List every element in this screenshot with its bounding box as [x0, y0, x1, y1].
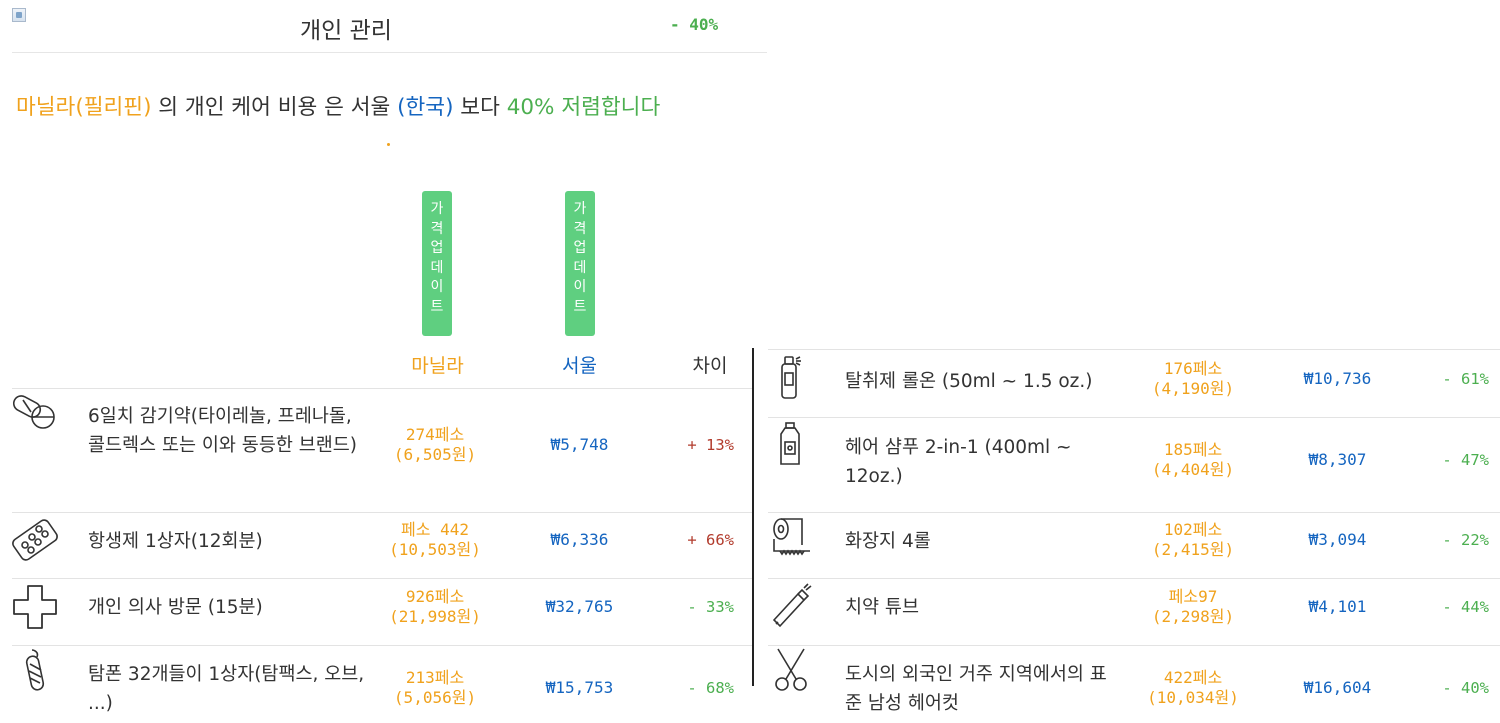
summary-text-1: 의 개인 케어 비용 은 서울	[151, 95, 398, 120]
column-header-manila: 마닐라	[411, 355, 464, 377]
column-divider	[752, 348, 754, 686]
item-price-seoul: ₩8,307	[1308, 450, 1367, 469]
row-separator	[768, 645, 1500, 646]
item-price-seoul: ₩10,736	[1303, 369, 1372, 388]
row-separator	[12, 645, 752, 646]
tampon-icon	[25, 649, 45, 691]
item-name: 개인 의사 방문 (15분)	[88, 597, 263, 618]
toilet-paper-icon	[773, 518, 810, 556]
column-header-diff: 차이	[692, 355, 728, 377]
item-diff: + 13%	[687, 436, 734, 454]
item-diff: - 44%	[1442, 598, 1489, 616]
item-price-seoul: ₩3,094	[1308, 530, 1367, 549]
item-price-seoul: ₩5,748	[550, 435, 609, 454]
item-name: 도시의 외국인 거주 지역에서의 표준 남성 헤어컷	[845, 664, 1107, 714]
row-separator	[12, 388, 752, 389]
item-price-local: 422페소 (10,034원)	[1147, 668, 1239, 707]
row-separator	[12, 512, 752, 513]
row-separator	[12, 578, 752, 579]
item-name: 헤어 샴푸 2-in-1 (400ml ~ 12oz.)	[845, 437, 1072, 487]
summary-sentence: 마닐라(필리핀) 의 개인 케어 비용 은 서울 (한국) 보다 40% 저렴합…	[16, 90, 660, 121]
row-separator	[768, 349, 1500, 350]
shampoo-bottle-icon	[780, 422, 800, 465]
category-title: 개인 관리	[300, 18, 392, 44]
item-price-local: 213페소 (5,056원)	[393, 668, 477, 707]
item-diff: - 33%	[687, 598, 734, 616]
toothpaste-icon	[772, 583, 812, 628]
row-separator	[768, 578, 1500, 579]
item-price-seoul: ₩16,604	[1303, 678, 1372, 697]
summary-percent: 40% 저렴합니다	[506, 95, 661, 120]
item-price-seoul: ₩15,753	[545, 678, 614, 697]
item-price-local: 102페소 (2,415원)	[1151, 520, 1235, 559]
item-price-local: 페소97 (2,298원)	[1151, 587, 1235, 626]
item-price-seoul: ₩6,336	[550, 530, 609, 549]
item-name: 화장지 4롤	[845, 531, 931, 552]
item-price-local: 페소 442 (10,503원)	[389, 520, 481, 559]
item-price-local: 926페소 (21,998원)	[389, 587, 481, 626]
row-separator	[768, 512, 1500, 513]
item-name: 탐폰 32개들이 1상자(탐팩스, 오브, ...)	[88, 664, 365, 714]
dot-mark	[387, 143, 390, 146]
blister-pack-icon	[12, 519, 58, 561]
broken-image-icon	[12, 8, 26, 22]
item-diff: + 66%	[687, 531, 734, 549]
item-diff: - 68%	[687, 679, 734, 697]
item-diff: - 61%	[1442, 370, 1489, 388]
item-name: 탈취제 롤온 (50ml ~ 1.5 oz.)	[845, 371, 1093, 392]
item-price-seoul: ₩4,101	[1308, 597, 1367, 616]
category-diff: - 40%	[670, 15, 719, 34]
summary-text-2: 보다	[453, 95, 507, 120]
item-name: 항생제 1상자(12회분)	[88, 531, 263, 552]
item-diff: - 22%	[1442, 531, 1489, 549]
item-diff: - 47%	[1442, 451, 1489, 469]
medical-cross-icon	[13, 585, 57, 629]
summary-city[interactable]: 마닐라(필리핀)	[16, 95, 152, 120]
item-price-local: 176페소 (4,190원)	[1151, 359, 1235, 398]
category-header: 개인 관리 - 40%	[12, 0, 767, 53]
item-name: 치약 튜브	[845, 597, 919, 618]
item-price-local: 274페소 (6,505원)	[393, 425, 477, 464]
column-header-seoul: 서울	[562, 355, 597, 377]
summary-compare-country[interactable]: (한국)	[397, 95, 454, 120]
item-diff: - 40%	[1442, 679, 1489, 697]
scissors-icon	[775, 648, 807, 691]
item-price-local: 185페소 (4,404원)	[1151, 440, 1235, 479]
deodorant-icon	[781, 356, 801, 399]
pills-icon	[12, 395, 55, 429]
item-price-seoul: ₩32,765	[545, 597, 614, 616]
row-separator	[768, 417, 1500, 418]
item-name: 6일치 감기약(타이레놀, 프레나돌, 콜드렉스 또는 이와 동등한 브랜드)	[88, 406, 358, 456]
